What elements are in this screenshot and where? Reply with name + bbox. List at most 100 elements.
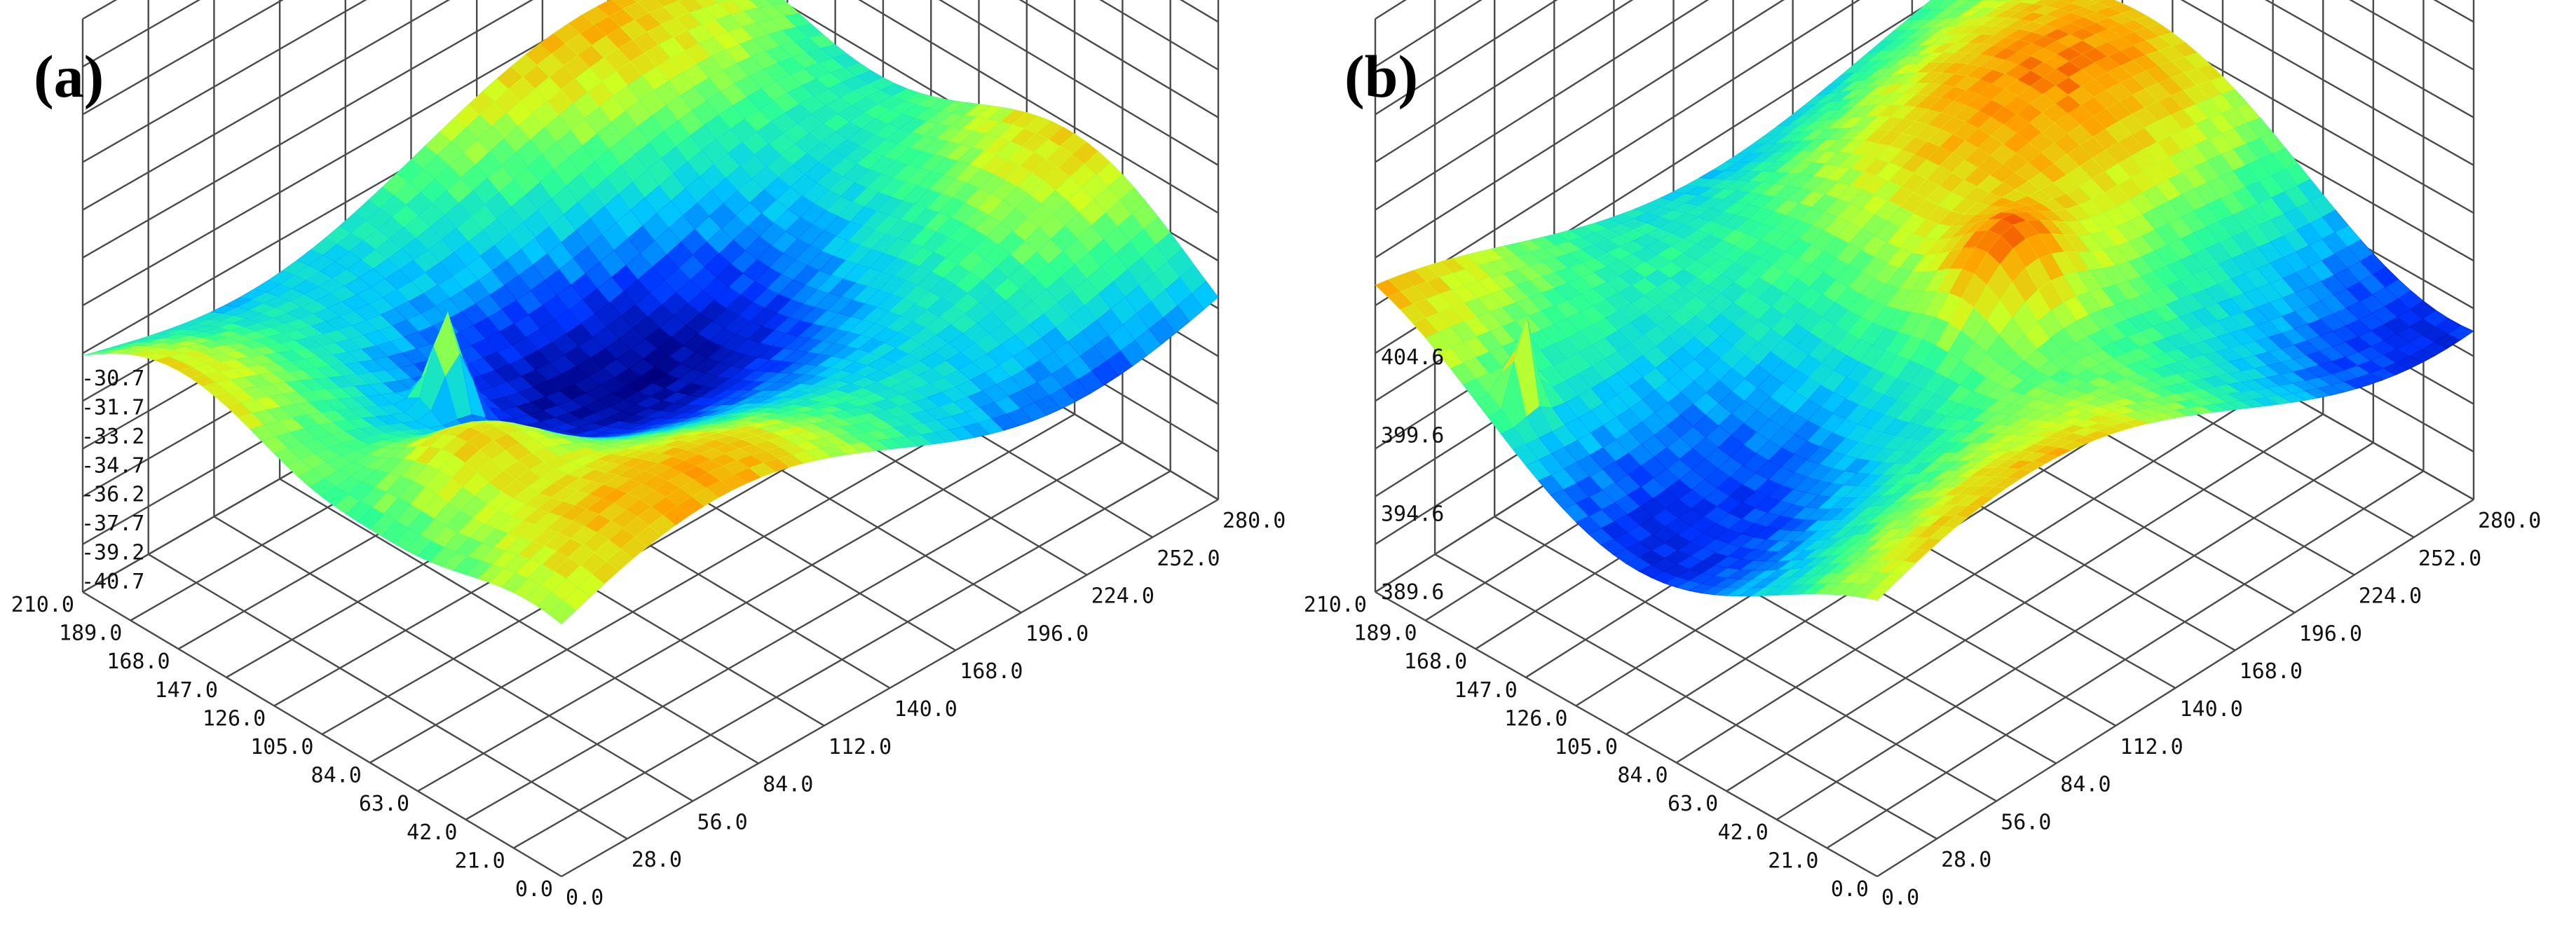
z-tick-label: 394.6: [1381, 502, 1444, 526]
x-tick-label: 140.0: [894, 697, 958, 722]
y-tick-label: 21.0: [454, 848, 505, 873]
z-tick-label: 389.6: [1381, 580, 1444, 605]
wall-gridline-horizontal: [1375, 0, 1785, 259]
x-tick-label: 56.0: [2001, 810, 2051, 834]
y-tick-label: 105.0: [1555, 735, 1618, 759]
y-tick-label: 210.0: [11, 593, 74, 617]
wall-gridline-horizontal: [938, 0, 1219, 166]
wall-gridline-horizontal: [1099, 0, 1219, 71]
x-tick-label: 168.0: [2240, 659, 2303, 684]
panel-b: 0.0 28.0 56.0 84.0 112.0 140.0 168.0 196.0 224.0…: [1304, 0, 2541, 910]
y-tick-label: 84.0: [311, 764, 362, 788]
y-tick-label: 189.0: [1354, 621, 1417, 646]
y-tick-label: 126.0: [1504, 706, 1567, 731]
x-tick-label: 56.0: [697, 810, 747, 834]
floor-gridline-y: [417, 413, 1075, 792]
z-tick-label: 404.6: [1381, 345, 1444, 370]
y-tick-label: 189.0: [59, 621, 122, 646]
z-tick-label: -40.7: [81, 570, 144, 594]
x-tick-label: 196.0: [1025, 621, 1089, 646]
z-tick-label: -30.7: [81, 366, 144, 391]
surface-cell: [2447, 324, 2474, 340]
wall-gridline-horizontal: [82, 0, 451, 211]
floor-gridline-y: [1726, 413, 2324, 792]
y-tick-label: 63.0: [359, 792, 409, 816]
x-tick-label: 28.0: [632, 848, 682, 872]
surface-cell: [634, 0, 643, 3]
z-tick-label: 399.6: [1381, 424, 1444, 448]
wall-gridline-horizontal: [82, 0, 534, 259]
x-tick-label: 140.0: [2180, 697, 2243, 722]
y-tick-label: 105.0: [250, 735, 313, 759]
y-tick-label: 147.0: [155, 678, 218, 703]
surface-cell: [2089, 0, 2105, 3]
wall-gridline-horizontal: [2349, 0, 2474, 71]
panel-label: (a): [34, 43, 104, 110]
wall-gridline-horizontal: [82, 0, 284, 116]
z-tick-label: -37.7: [81, 511, 144, 536]
x-tick-label: 280.0: [2478, 509, 2541, 533]
z-tick-label: -36.2: [81, 483, 144, 507]
wall-gridline-horizontal: [1375, 0, 1860, 307]
x-tick-label: 112.0: [829, 735, 892, 759]
x-tick-label: 84.0: [2060, 773, 2111, 797]
x-tick-label: 84.0: [763, 773, 813, 797]
x-tick-label: 112.0: [2120, 735, 2183, 759]
panel-a: 0.028.056.084.0112.0140.0168.0196.0224.0…: [11, 0, 1286, 910]
y-tick-label: 126.0: [203, 706, 266, 731]
wall-gridline-horizontal: [2180, 0, 2474, 166]
y-tick-label: 0.0: [515, 877, 553, 902]
x-tick-label: 168.0: [960, 659, 1023, 684]
y-tick-label: 63.0: [1668, 792, 1718, 816]
surface-cell: [2058, 0, 2080, 4]
x-tick-label: 280.0: [1222, 509, 1286, 533]
x-tick-label: 0.0: [1881, 886, 1919, 910]
y-tick-label: 42.0: [407, 820, 457, 845]
surface-cell: [2019, 0, 2042, 4]
surface-cell: [1192, 280, 1219, 310]
z-tick-label: -34.7: [81, 453, 144, 478]
wall-gridline-horizontal: [1375, 0, 1710, 211]
y-tick-label: 147.0: [1454, 678, 1517, 703]
surface: [1375, 0, 2474, 601]
z-tick-label: -39.2: [81, 541, 144, 565]
surface-cell: [1982, 0, 1997, 1]
y-tick-label: 42.0: [1718, 820, 1769, 845]
x-tick-label: 252.0: [2418, 546, 2481, 571]
surface-cell: [1994, 0, 2011, 2]
floor-gridline-y: [1876, 498, 2474, 878]
floor-gridline-y: [369, 385, 1028, 764]
floor-gridline-y: [513, 470, 1171, 849]
wall-gridline-horizontal: [82, 0, 367, 163]
z-tick-label: -33.2: [81, 425, 144, 449]
z-tick-label: -31.7: [81, 395, 144, 420]
y-tick-label: 21.0: [1768, 848, 1818, 873]
y-tick-label: 210.0: [1304, 593, 1367, 617]
surface: [82, 0, 1219, 625]
floor-gridline-y: [1826, 470, 2425, 849]
x-tick-label: 224.0: [2359, 584, 2422, 609]
x-tick-label: 224.0: [1091, 584, 1154, 609]
wall-gridline-horizontal: [1375, 0, 1634, 163]
wall-gridline-horizontal: [858, 0, 1219, 214]
x-tick-label: 28.0: [1941, 848, 1991, 872]
wall-gridline-horizontal: [2096, 0, 2474, 214]
wall-gridline-horizontal: [82, 0, 617, 307]
floor-gridline-y: [1675, 385, 2274, 764]
floor-gridline-y: [561, 498, 1219, 878]
floor-gridline-y: [465, 441, 1123, 820]
surface-cell: [2007, 0, 2026, 3]
y-tick-label: 168.0: [1404, 649, 1467, 674]
y-tick-label: 168.0: [107, 649, 170, 674]
wall-gridline-horizontal: [1375, 0, 1483, 68]
panel-label: (b): [1344, 43, 1418, 110]
wall-gridline-horizontal: [82, 0, 201, 68]
x-tick-label: 252.0: [1157, 546, 1220, 571]
y-tick-label: 0.0: [1831, 877, 1869, 902]
x-tick-label: 196.0: [2299, 621, 2362, 646]
wall-gridline-horizontal: [2264, 0, 2474, 118]
x-tick-label: 0.0: [566, 886, 604, 910]
wall-gridline-horizontal: [1375, 0, 1558, 116]
y-tick-label: 84.0: [1617, 764, 1668, 788]
